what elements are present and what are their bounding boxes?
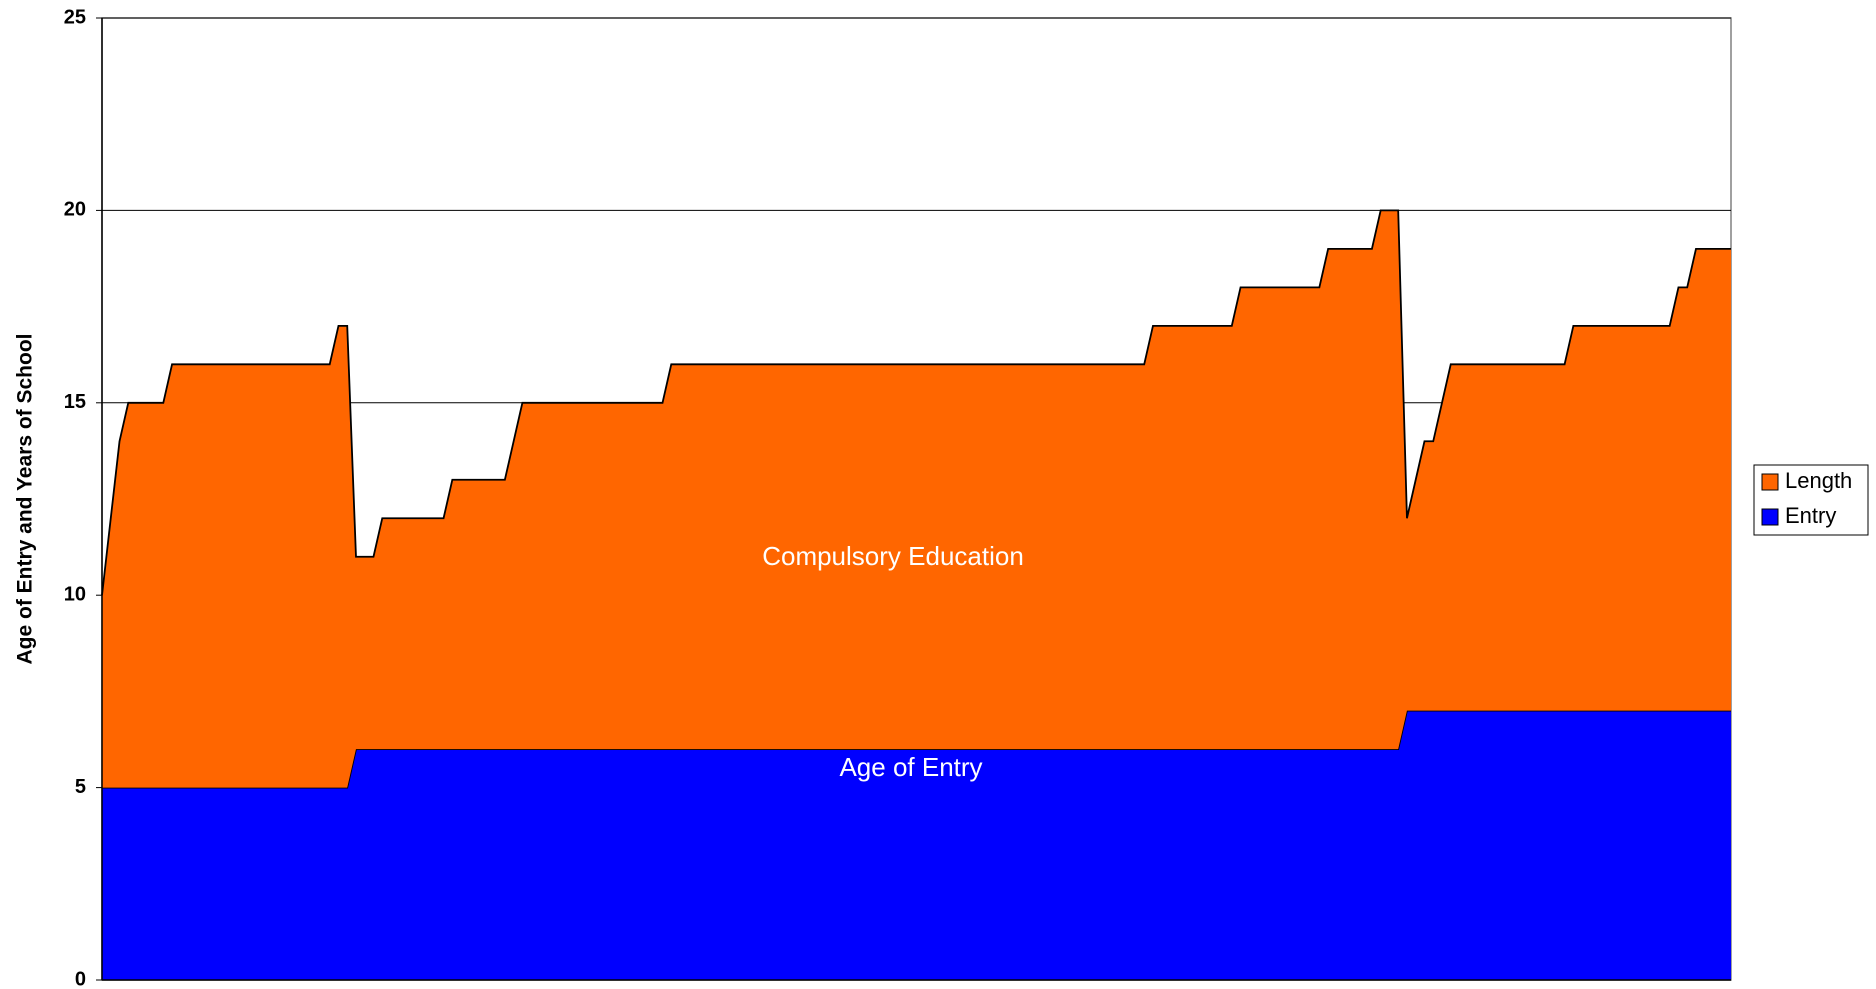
y-tick-label: 20 <box>64 199 86 221</box>
legend-label: Length <box>1785 468 1852 493</box>
area <box>102 210 1731 788</box>
y-tick-label: 5 <box>75 776 86 798</box>
area <box>102 710 1731 980</box>
legend-swatch <box>1761 508 1779 526</box>
legend-swatch <box>1761 473 1779 491</box>
y-tick-label: 10 <box>64 583 86 605</box>
legend-label: Entry <box>1785 503 1836 528</box>
y-tick-label: 25 <box>64 6 86 28</box>
annotation: Compulsory Education <box>762 541 1024 571</box>
annotation: Age of Entry <box>839 752 982 782</box>
area-edge <box>101 209 1731 596</box>
y-tick-label: 15 <box>64 391 86 413</box>
y-tick-label: 0 <box>75 968 86 989</box>
y-axis-label: Age of Entry and Years of School <box>14 333 37 664</box>
